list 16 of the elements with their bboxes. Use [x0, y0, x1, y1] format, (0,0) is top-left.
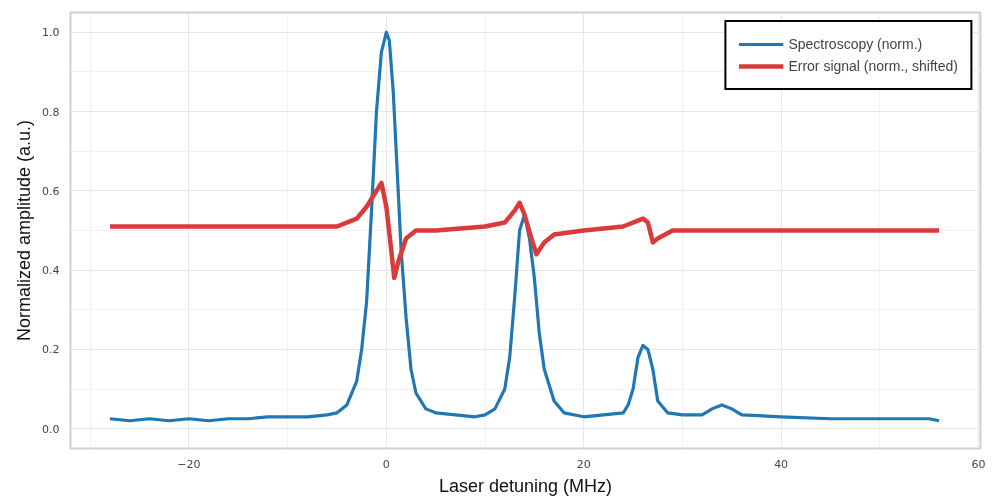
- y-tick-label: 0.6: [42, 184, 60, 198]
- x-tick-label: 0: [382, 457, 390, 471]
- y-tick-label: 1.0: [42, 26, 60, 40]
- legend-label: Spectroscopy (norm.): [788, 36, 923, 52]
- y-tick-label: 0.4: [42, 264, 60, 278]
- legend-label: Error signal (norm., shifted): [788, 58, 958, 74]
- y-tick-label: 0.0: [42, 422, 60, 436]
- y-axis-title: Normalized amplitude (a.u.): [14, 119, 35, 342]
- x-tick-label: 40: [774, 457, 789, 471]
- line-series: [107, 180, 942, 281]
- y-tick-label: 0.2: [42, 343, 60, 357]
- x-tick-label: 20: [576, 457, 591, 471]
- y-tick-label: 0.8: [42, 105, 60, 119]
- x-axis-title: Laser detuning (MHz): [438, 475, 613, 496]
- x-tick-label: 60: [971, 457, 986, 471]
- x-tick-label: −20: [177, 457, 201, 471]
